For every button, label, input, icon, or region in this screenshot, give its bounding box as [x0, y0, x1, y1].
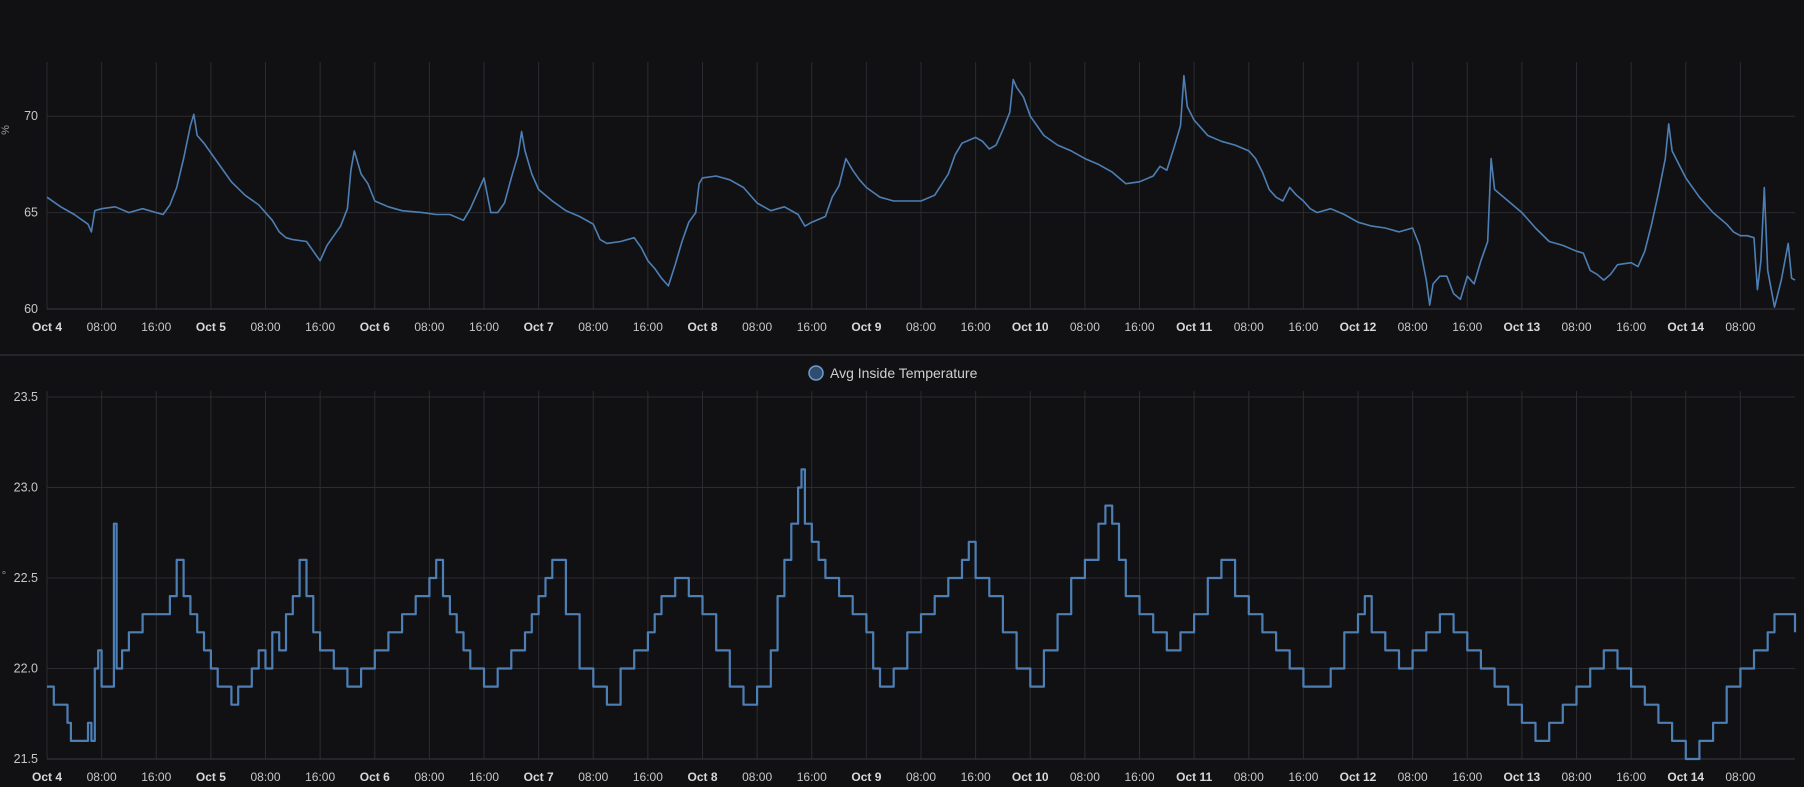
humidity-x-tick-label: 16:00: [1288, 320, 1318, 334]
temperature-x-tick-label: Oct 11: [1176, 770, 1212, 784]
temperature-x-tick-label: Oct 5: [196, 770, 226, 784]
legend-label: Avg Inside Temperature: [830, 365, 978, 381]
temperature-x-tick-label: Oct 8: [687, 770, 717, 784]
humidity-x-tick-label: Oct 4: [32, 320, 62, 334]
humidity-x-tick-label: 16:00: [1124, 320, 1154, 334]
humidity-x-tick-label: 08:00: [1070, 320, 1100, 334]
temperature-x-tick-label: 08:00: [1725, 770, 1755, 784]
humidity-x-tick-label: 08:00: [1234, 320, 1264, 334]
humidity-x-tick-label: 16:00: [1616, 320, 1646, 334]
humidity-x-tick-label: Oct 6: [360, 320, 390, 334]
humidity-y-tick-label: 70: [24, 109, 38, 123]
temperature-y-tick-label: 22.0: [14, 662, 38, 676]
humidity-series-line-0: [46, 74, 1796, 308]
temperature-x-tick-label: 16:00: [1452, 770, 1482, 784]
humidity-x-axis: Oct 4 08:00 16:00 Oct 5 08:00 16:00 Oct 6 08:00…: [32, 320, 1756, 334]
humidity-x-tick-label: Oct 14: [1667, 320, 1704, 334]
temperature-x-tick-label: Oct 14: [1667, 770, 1704, 784]
temperature-x-tick-label: Oct 10: [1012, 770, 1049, 784]
temperature-x-tick-label: 08:00: [1398, 770, 1428, 784]
temperature-y-tick-label: 22.5: [14, 571, 38, 585]
temperature-x-tick-label: 08:00: [87, 770, 117, 784]
humidity-x-tick-label: 08:00: [1725, 320, 1755, 334]
humidity-x-tick-label: 16:00: [141, 320, 171, 334]
temperature-x-tick-label: 08:00: [1561, 770, 1591, 784]
humidity-y-tick-label: 60: [24, 302, 38, 316]
humidity-y-axis: 60 65 70: [24, 109, 38, 316]
temperature-x-tick-label: Oct 4: [32, 770, 62, 784]
temperature-y-axis: 21.5 22.0 22.5 23.0 23.5: [14, 390, 38, 766]
legend-swatch-icon: [808, 365, 824, 381]
humidity-x-tick-label: 16:00: [797, 320, 827, 334]
humidity-series: [46, 74, 1796, 308]
temperature-x-tick-label: 16:00: [141, 770, 171, 784]
temperature-x-tick-label: Oct 6: [360, 770, 390, 784]
humidity-x-tick-label: 16:00: [1452, 320, 1482, 334]
humidity-x-tick-label: 16:00: [305, 320, 335, 334]
temperature-panel: Avg Inside Temperature 21.522.022.523.02…: [2, 365, 1797, 784]
humidity-x-tick-label: 08:00: [1561, 320, 1591, 334]
temperature-x-tick-label: 16:00: [1124, 770, 1154, 784]
temperature-y-tick-label: 23.0: [14, 481, 38, 495]
humidity-x-tick-label: 16:00: [469, 320, 499, 334]
temperature-x-tick-label: Oct 9: [851, 770, 881, 784]
temperature-unit-label: °: [2, 570, 6, 582]
humidity-x-tick-label: 08:00: [1398, 320, 1428, 334]
humidity-x-tick-label: Oct 7: [524, 320, 554, 334]
temperature-x-tick-label: 16:00: [797, 770, 827, 784]
temperature-series-line-0: [47, 468, 1797, 761]
temperature-x-tick-label: 08:00: [742, 770, 772, 784]
temperature-x-tick-label: Oct 7: [524, 770, 554, 784]
legend[interactable]: Avg Inside Temperature: [808, 365, 978, 381]
temperature-x-tick-label: 08:00: [906, 770, 936, 784]
humidity-x-tick-label: Oct 12: [1340, 320, 1377, 334]
temperature-x-tick-label: Oct 12: [1340, 770, 1377, 784]
humidity-x-tick-label: 16:00: [961, 320, 991, 334]
temperature-series: [47, 468, 1797, 761]
temperature-x-tick-label: Oct 13: [1504, 770, 1541, 784]
humidity-x-tick-label: Oct 5: [196, 320, 226, 334]
humidity-unit-label: %: [0, 125, 12, 135]
temperature-x-tick-label: 08:00: [250, 770, 280, 784]
temperature-x-tick-label: 08:00: [578, 770, 608, 784]
temperature-x-tick-label: 08:00: [1070, 770, 1100, 784]
temperature-y-tick-label: 21.5: [14, 752, 38, 766]
humidity-x-tick-label: 08:00: [87, 320, 117, 334]
temperature-x-tick-label: 16:00: [633, 770, 663, 784]
temperature-y-tick-label: 23.5: [14, 390, 38, 404]
humidity-x-tick-label: Oct 13: [1504, 320, 1541, 334]
temperature-x-tick-label: 16:00: [305, 770, 335, 784]
temperature-x-tick-label: 16:00: [1616, 770, 1646, 784]
humidity-x-tick-label: 08:00: [250, 320, 280, 334]
temperature-x-tick-label: 16:00: [1288, 770, 1318, 784]
humidity-x-tick-label: Oct 11: [1176, 320, 1212, 334]
temperature-x-tick-label: 08:00: [414, 770, 444, 784]
humidity-x-tick-label: Oct 9: [851, 320, 881, 334]
humidity-x-tick-label: 16:00: [633, 320, 663, 334]
humidity-x-tick-label: 08:00: [742, 320, 772, 334]
temperature-x-tick-label: 16:00: [469, 770, 499, 784]
humidity-x-tick-label: 08:00: [906, 320, 936, 334]
humidity-x-tick-label: 08:00: [414, 320, 444, 334]
humidity-x-tick-label: Oct 10: [1012, 320, 1049, 334]
humidity-y-tick-label: 65: [24, 206, 38, 220]
temperature-x-tick-label: 16:00: [961, 770, 991, 784]
humidity-x-tick-label: 08:00: [578, 320, 608, 334]
humidity-x-tick-label: Oct 8: [687, 320, 717, 334]
temperature-x-tick-label: 08:00: [1234, 770, 1264, 784]
humidity-gridlines: [46, 62, 1795, 310]
temperature-x-axis: Oct 4 08:00 16:00 Oct 5 08:00 16:00 Oct 6 08:00…: [32, 770, 1756, 784]
